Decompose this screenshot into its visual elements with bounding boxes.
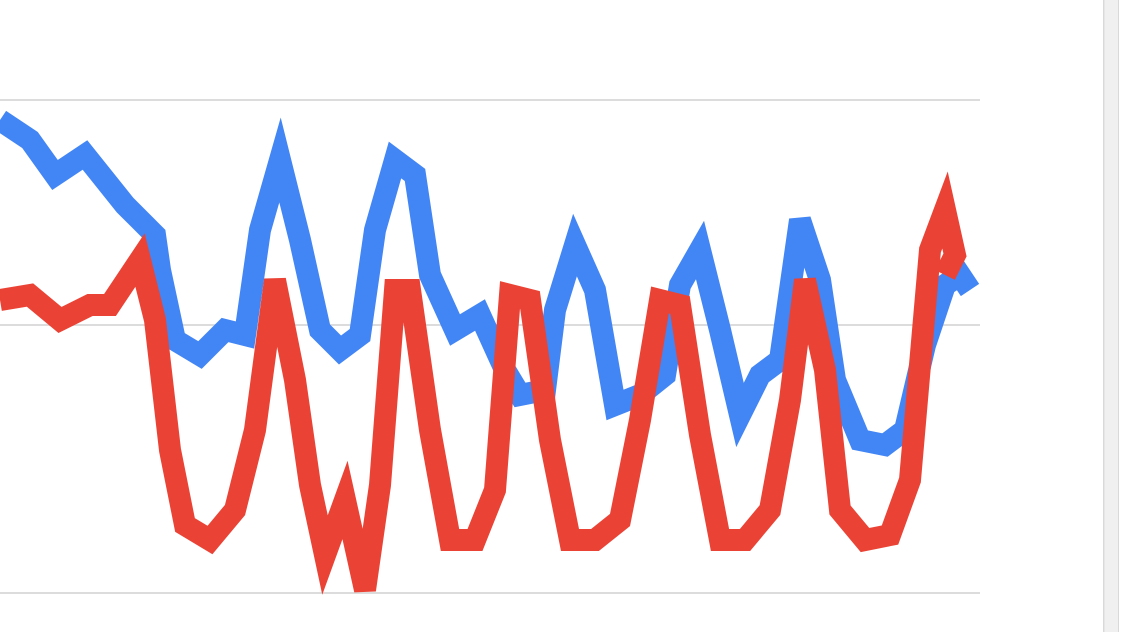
chart-frame [0, 0, 1125, 632]
scrollbar-track[interactable] [1103, 0, 1119, 632]
chart-plot-area [0, 0, 1090, 632]
scrollbar-strip [1090, 0, 1125, 632]
line-chart-svg [0, 0, 1090, 632]
